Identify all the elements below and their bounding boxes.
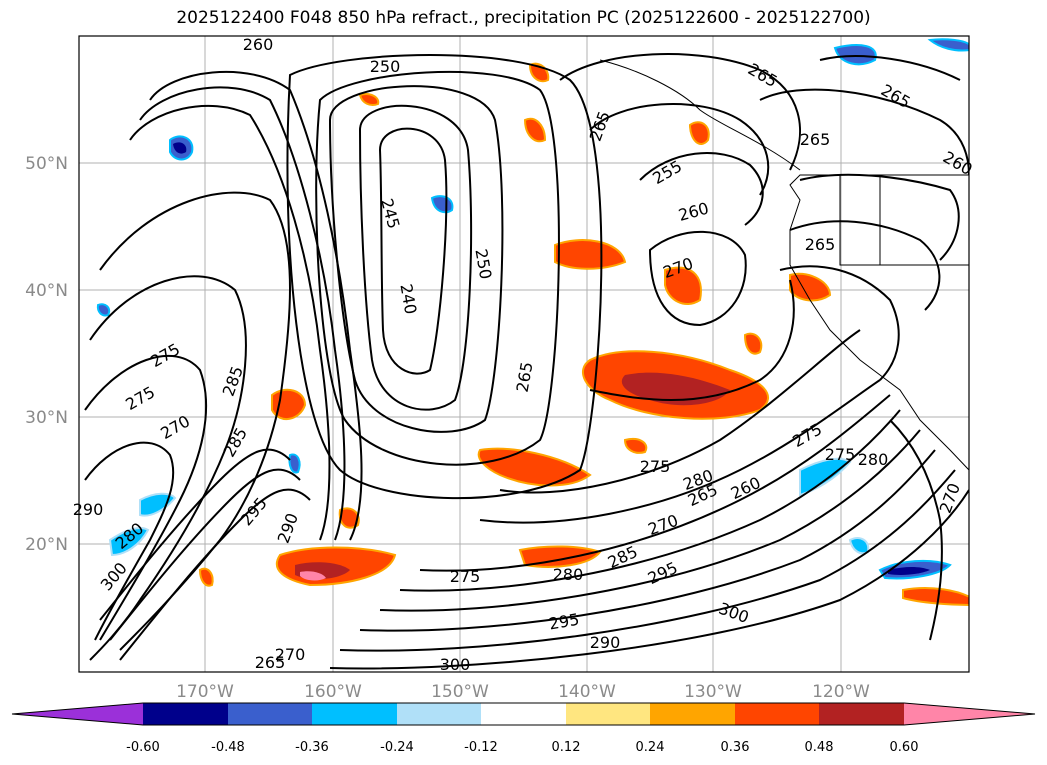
colorbar-tick-label: 0.12 <box>552 740 581 755</box>
contour-label: 260 <box>243 35 274 54</box>
lon-label: 170°W <box>176 682 234 702</box>
colorbar-tick-label: 0.48 <box>805 740 834 755</box>
contour-label: 250 <box>370 57 401 76</box>
colorbar-tick-label: -0.60 <box>126 740 160 755</box>
colorbar-segment <box>228 703 312 725</box>
colorbar-segment <box>650 703 735 725</box>
lon-label: 130°W <box>684 682 742 702</box>
contour-label: 275 <box>825 445 856 464</box>
coastlines <box>599 59 969 471</box>
contour-label: 275 <box>640 457 671 476</box>
map-frame <box>78 35 970 673</box>
colorbar-segment <box>143 703 228 725</box>
contour-label: 300 <box>440 655 471 674</box>
map-plot-area <box>79 36 969 672</box>
lat-label: 40°N <box>25 281 68 301</box>
colorbar-segment <box>481 703 566 725</box>
colorbar-tick-label: -0.36 <box>295 740 329 755</box>
contour-label: 275 <box>450 567 481 586</box>
lon-label: 120°W <box>812 682 870 702</box>
colorbar-outline <box>11 702 1036 726</box>
contour-label: 280 <box>858 450 889 469</box>
longitude-labels: 170°W 160°W 150°W 140°W 130°W 120°W <box>176 682 870 702</box>
lon-label: 150°W <box>431 682 489 702</box>
contour-label: 280 <box>553 565 584 584</box>
precip-negative-areas <box>96 38 969 580</box>
contour-label: 290 <box>73 500 104 519</box>
lat-label: 20°N <box>25 535 68 555</box>
colorbar-tick-label: -0.24 <box>380 740 414 755</box>
colorbar-tick-label: -0.48 <box>211 740 245 755</box>
lat-label: 50°N <box>25 154 68 174</box>
latitude-labels: 50°N 40°N 30°N 20°N <box>25 154 68 555</box>
precip-positive-areas <box>198 62 969 606</box>
colorbar-segment <box>819 703 904 725</box>
contour-label: 270 <box>275 645 306 664</box>
contour-label: 265 <box>800 130 831 149</box>
colorbar-max-arrow <box>904 703 1035 725</box>
contour-label: 290 <box>590 633 621 652</box>
colorbar-segment <box>735 703 819 725</box>
lat-label: 30°N <box>25 408 68 428</box>
colorbar-tick-label: 0.24 <box>636 740 665 755</box>
contour-label: 265 <box>255 653 286 672</box>
colorbar-tick-label: 0.60 <box>890 740 919 755</box>
contour-label: 265 <box>805 235 836 254</box>
colorbar-segment <box>312 703 397 725</box>
colorbar-segment <box>397 703 481 725</box>
graticule <box>79 36 969 672</box>
colorbar-segment <box>566 703 650 725</box>
colorbar-tick-label: 0.36 <box>721 740 750 755</box>
lon-label: 160°W <box>304 682 362 702</box>
colorbar-min-arrow <box>12 703 143 725</box>
refractivity-contours <box>84 53 969 670</box>
map-title: 2025122400 F048 850 hPa refract., precip… <box>176 8 871 28</box>
colorbar <box>11 702 1036 726</box>
colorbar-tick-labels: -0.60 -0.48 -0.36 -0.24 -0.12 0.12 0.24 … <box>126 740 918 755</box>
colorbar-tick-label: -0.12 <box>464 740 498 755</box>
lon-label: 140°W <box>558 682 616 702</box>
